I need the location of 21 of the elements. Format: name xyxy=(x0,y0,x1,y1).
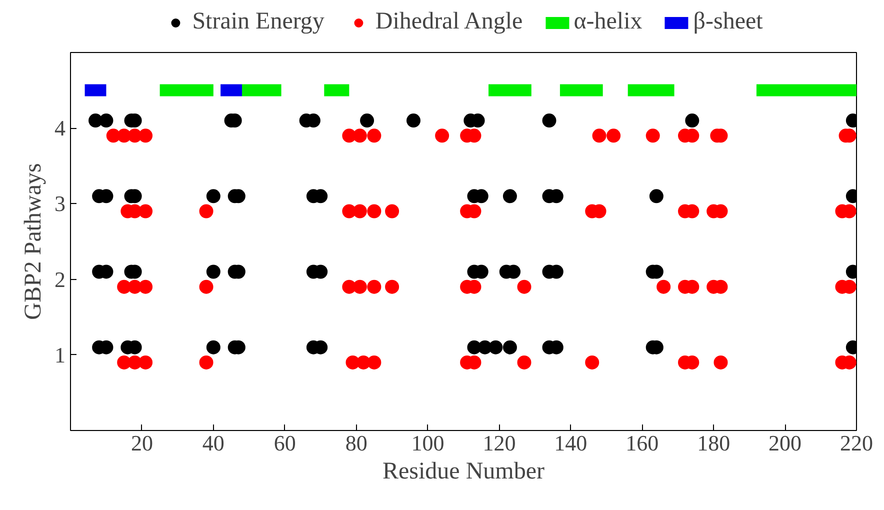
x-tick-label: 80 xyxy=(345,430,368,456)
y-tick-label: 3 xyxy=(54,191,66,216)
x-tick-label: 140 xyxy=(554,430,588,456)
x-tick-label: 160 xyxy=(626,430,659,456)
x-tick-label: 220 xyxy=(840,430,873,456)
legend-label: β-sheet xyxy=(693,8,763,36)
legend-label: α-helix xyxy=(574,8,642,36)
x-tick-label: 200 xyxy=(768,430,802,456)
legend-label: Dihedral Angle xyxy=(375,8,523,36)
x-tick-label: 60 xyxy=(274,430,296,456)
x-axis-title: Residue Number xyxy=(382,458,544,484)
legend-label: Strain Energy xyxy=(192,8,324,36)
y-tick-label: 4 xyxy=(54,116,66,141)
y-tick-label: 1 xyxy=(54,342,66,368)
x-tick-label: 120 xyxy=(482,430,516,456)
x-tick-label: 180 xyxy=(697,430,730,456)
y-tick-label: 2 xyxy=(54,266,66,292)
x-tick-label: 40 xyxy=(202,430,224,456)
y-axis-title: GBP2 Pathways xyxy=(20,163,46,320)
x-tick-label: 20 xyxy=(130,430,153,456)
x-tick-label: 100 xyxy=(411,430,444,456)
